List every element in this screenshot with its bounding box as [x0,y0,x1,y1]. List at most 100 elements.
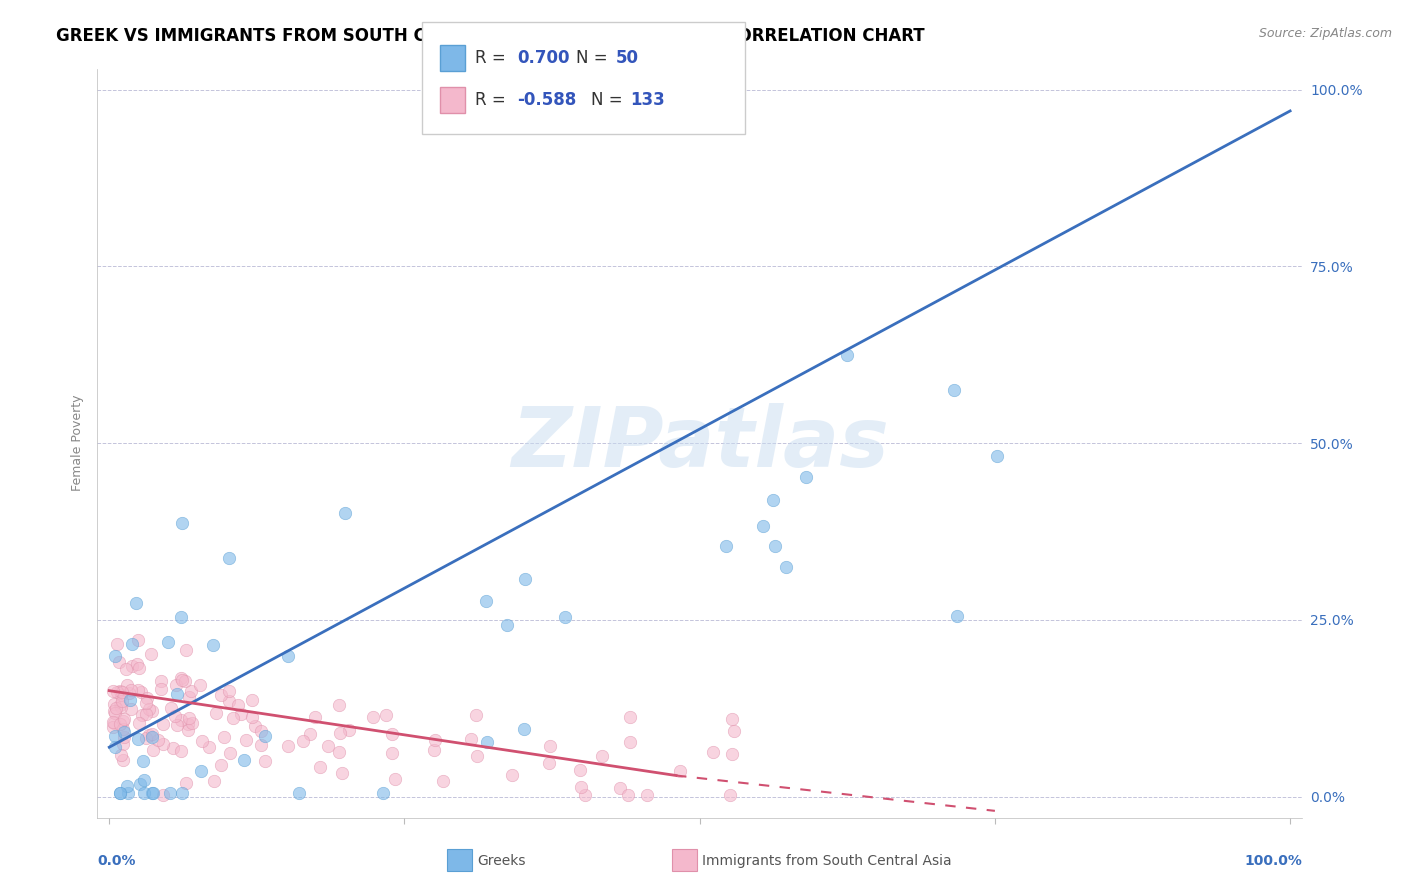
Point [101,683,124,698]
Text: Source: ZipAtlas.com: Source: ZipAtlas.com [1258,27,1392,40]
Point [173,673,195,688]
Point [381,727,404,741]
Point [475,594,498,608]
Point [423,733,446,747]
Point [222,711,245,725]
Point [105,684,128,698]
Point [209,758,232,772]
Point [188,678,211,692]
Point [723,724,745,739]
Point [250,738,273,752]
Point [162,740,184,755]
Point [329,726,352,740]
Point [117,678,139,692]
Point [169,610,191,624]
Point [218,550,240,565]
Text: ZIPatlas: ZIPatlas [510,402,889,483]
Point [460,731,482,746]
Point [231,706,253,721]
Point [128,715,150,730]
Point [118,686,141,700]
Point [110,747,132,762]
Text: R =: R = [475,49,512,67]
Point [152,717,174,731]
Point [277,739,299,753]
Point [619,734,641,748]
Point [835,347,858,361]
Point [127,732,149,747]
Text: R =: R = [475,91,512,109]
Text: -0.588: -0.588 [517,91,576,109]
Point [218,694,240,708]
Point [172,786,194,800]
Point [291,733,314,747]
Point [328,745,350,759]
Point [121,638,143,652]
Point [181,715,204,730]
Point [141,647,163,661]
Point [373,786,395,800]
Point [128,661,150,675]
Point [432,774,454,789]
Point [214,730,236,744]
Point [165,678,187,692]
Point [135,706,157,721]
Point [141,731,163,745]
Point [669,764,692,778]
Point [720,712,742,726]
Point [501,768,523,782]
Point [381,746,404,760]
Point [333,506,356,520]
Point [794,469,817,483]
Point [209,688,232,702]
Point [166,687,188,701]
Point [422,743,444,757]
Text: 100.0%: 100.0% [1244,854,1302,868]
Point [718,788,741,802]
Point [720,747,742,761]
Point [121,659,143,673]
Point [288,786,311,800]
Point [112,753,135,767]
Point [513,573,536,587]
Point [218,683,240,698]
Point [702,746,724,760]
Point [160,700,183,714]
Point [112,724,135,739]
Point [309,759,332,773]
Point [141,727,163,741]
Point [159,786,181,800]
Point [205,706,228,720]
Point [110,689,132,703]
Point [141,786,163,800]
Point [762,492,785,507]
Point [104,729,127,743]
Point [170,713,193,727]
Point [218,746,240,760]
Text: N =: N = [576,49,613,67]
Point [201,638,224,652]
Point [128,777,150,791]
Point [120,702,142,716]
Point [127,683,149,698]
Point [775,560,797,574]
Point [943,383,966,397]
Point [120,693,142,707]
Point [138,727,160,741]
Point [384,772,406,786]
Point [569,780,592,794]
Point [117,786,139,800]
Point [115,779,138,793]
Point [177,717,200,731]
Point [172,673,194,687]
Point [496,617,519,632]
Point [103,697,125,711]
Text: Greeks: Greeks [478,854,526,868]
Point [110,699,132,714]
Point [179,690,201,704]
Point [240,710,263,724]
Text: 133: 133 [630,91,665,109]
Point [165,708,187,723]
Text: N =: N = [591,91,627,109]
Point [108,786,131,800]
